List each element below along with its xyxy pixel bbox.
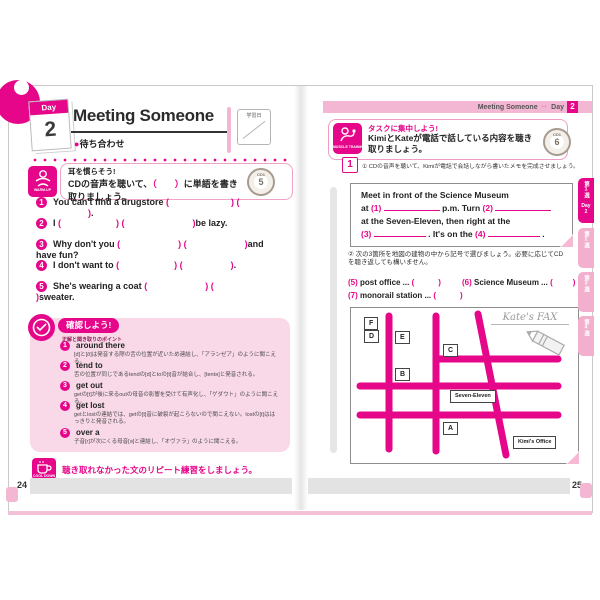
- choice-item: (5) post office ... (): [348, 278, 441, 287]
- confirm-item-desc: getの[t]が後に来るoutの母音の影響を受けて有声化し、「ゲダウト」のように…: [74, 392, 279, 405]
- choice-item: (7) monorail station ... (): [348, 291, 463, 300]
- cd-track-icon: CD1 5: [247, 168, 275, 196]
- cooldown-instruction: 聴き取れなかった文のリピート練習をしましょう。: [62, 465, 257, 475]
- memo-blank: [383, 203, 440, 211]
- cooldown-icon-label: COOL DOWN: [32, 474, 56, 478]
- sentence-number: 2: [36, 218, 47, 230]
- map-label-a: A: [443, 422, 459, 435]
- confirm-item-desc: getとlostの連結では、getの[t]音に破裂が起こらないので聞こえない。l…: [74, 412, 276, 425]
- task-heading: タスクに集中しよう!: [368, 124, 438, 133]
- map-label-seven-eleven: Seven-Eleven: [450, 390, 496, 403]
- dictation-sentence: 5 She's wearing a coat () ()sweater.: [36, 281, 214, 303]
- fax-map-box: F D E C B Seven-Eleven A Kimi's Office K…: [350, 307, 580, 465]
- right-page-number: 25: [572, 480, 583, 490]
- header-day-number: 2: [567, 101, 578, 113]
- memo-line: at the Seven-Eleven, then right at the: [361, 216, 511, 226]
- warmup-icon: WARM-UP: [28, 166, 57, 197]
- confirm-icon: [28, 314, 55, 341]
- lesson-title: Meeting Someone: [73, 106, 214, 125]
- warmup-heading: 耳を慣らそう!: [68, 167, 116, 176]
- confirm-item-desc: 舌の位置が同じであるtendの[d]とtoの[t]音が結合し、[tentə]と発…: [74, 372, 259, 378]
- map-roads: [356, 310, 562, 459]
- exercise-number-box: 1: [342, 157, 358, 173]
- confirm-item-term: 4 get lost: [60, 401, 104, 411]
- side-tab-week3: 第3週: [578, 272, 594, 312]
- muscle-training-icon-label: MUSCLE TRAINING: [333, 145, 362, 149]
- study-date-label: 学習日: [246, 113, 262, 119]
- left-footer-bar: [30, 478, 292, 494]
- side-tab-week4: 第4週: [578, 316, 594, 356]
- dotted-separator: [30, 158, 288, 162]
- cooldown-icon: COOL DOWN: [32, 458, 56, 480]
- confirm-heading: 確認しよう!: [58, 318, 120, 333]
- confirm-section-box: [30, 318, 290, 452]
- confirm-item-desc: [d]と[ð]は発音する際の舌の位置が近いため連結し、「アランゼア」のように聞こ…: [74, 352, 276, 365]
- study-date-slash: [242, 120, 266, 139]
- confirm-subheading: 正解と聞き取りのポイント: [62, 337, 123, 343]
- step1-instruction: ① CDの音声を聴いて、Kimiが電話で会話しながら書いたメモを完成させましょう…: [362, 164, 579, 170]
- lesson-subtitle: ●待ち合わせ: [74, 139, 125, 149]
- header-day-label: Day: [551, 103, 564, 111]
- title-underline: [71, 131, 231, 133]
- memo-line: (3) . It's on the (4) .: [361, 229, 545, 239]
- muscle-training-icon: MUSCLE TRAINING: [333, 123, 362, 154]
- warmup-instruction: CDの音声を聴いて、（ ）に単語を書き取りましょう。: [68, 179, 238, 202]
- sentence-number: 5: [36, 281, 47, 293]
- book-spine: [294, 86, 308, 510]
- study-date-box: 学習日: [237, 109, 271, 145]
- confirm-item-term: 5 over a: [60, 428, 100, 438]
- memo-note-box: Meet in front of the Science Museum at (…: [350, 183, 574, 248]
- map-fold-corner: [567, 452, 579, 464]
- memo-blank: [495, 203, 552, 211]
- warmup-header-box: [60, 163, 293, 200]
- memo-line: at (1) p.m. Turn (2): [361, 203, 552, 213]
- map-label-f: F: [364, 317, 379, 330]
- subtitle-bullet-icon: ●: [74, 139, 80, 149]
- corner-decoration-hole: [14, 80, 29, 95]
- memo-fold-corner: [561, 235, 573, 247]
- dictation-sentence: 3 Why don't you () ()and have fun?: [36, 239, 264, 261]
- memo-blank: [373, 229, 426, 237]
- task-instruction: KimiとKateが電話で話している内容を聴き取りましょう。: [368, 133, 533, 154]
- sentence-number: 3: [36, 239, 47, 251]
- day-badge-number: 2: [43, 117, 57, 142]
- decorative-pink-bar: [227, 107, 231, 153]
- side-tab-week2: 第2週: [578, 228, 594, 268]
- page-edge-strip: [8, 511, 592, 515]
- map-label-b: B: [395, 368, 411, 381]
- confirm-item-term: 1 around there: [60, 341, 125, 351]
- fax-title: Kate's FAX: [491, 312, 569, 325]
- sentence-number: 1: [36, 197, 47, 209]
- memo-line: Meet in front of the Science Museum: [361, 190, 509, 200]
- map-label-kimis-office: Kimi's Office: [513, 436, 557, 449]
- left-page-number: 24: [17, 480, 28, 490]
- right-page-header-bar: Meeting Someone ▪▪ Day 2: [323, 101, 592, 113]
- map-label-d: D: [364, 330, 380, 343]
- memo-blank: [487, 229, 540, 237]
- choice-item: (6) Science Museum ... (): [462, 278, 576, 287]
- left-corner-tab: [6, 487, 18, 502]
- step2-instruction: ② 次の3箇所を地図の建物の中から記号で選びましょう。必要に応じてCDを聴き返し…: [348, 251, 564, 266]
- confirm-item-term: 2 tend to: [60, 361, 103, 371]
- header-lesson-title: Meeting Someone: [477, 103, 538, 111]
- sentence-number: 4: [36, 260, 47, 272]
- right-corner-tab: [580, 483, 592, 498]
- dictation-sentence: 1 You can't find a drugstore () ().: [36, 197, 286, 218]
- confirm-item-term: 3 get out: [60, 381, 103, 391]
- map-label-e: E: [395, 331, 410, 344]
- side-tab-week1: 第1週 Day 2: [578, 178, 594, 223]
- confirm-item-desc: 子音[r]が次にくる母音[ə]と連結し、「オヴァラ」のように聞こえる。: [74, 439, 242, 445]
- header-separator: ▪▪: [541, 104, 548, 110]
- cd-track-icon: CD1 6: [543, 128, 571, 156]
- right-footer-bar: [308, 478, 570, 494]
- warmup-icon-label: WARM-UP: [33, 188, 52, 192]
- map-label-c: C: [443, 344, 459, 357]
- task-side-rule: [330, 187, 337, 453]
- day-calendar-badge: Day 2: [28, 98, 72, 152]
- pencil-icon: [526, 330, 565, 356]
